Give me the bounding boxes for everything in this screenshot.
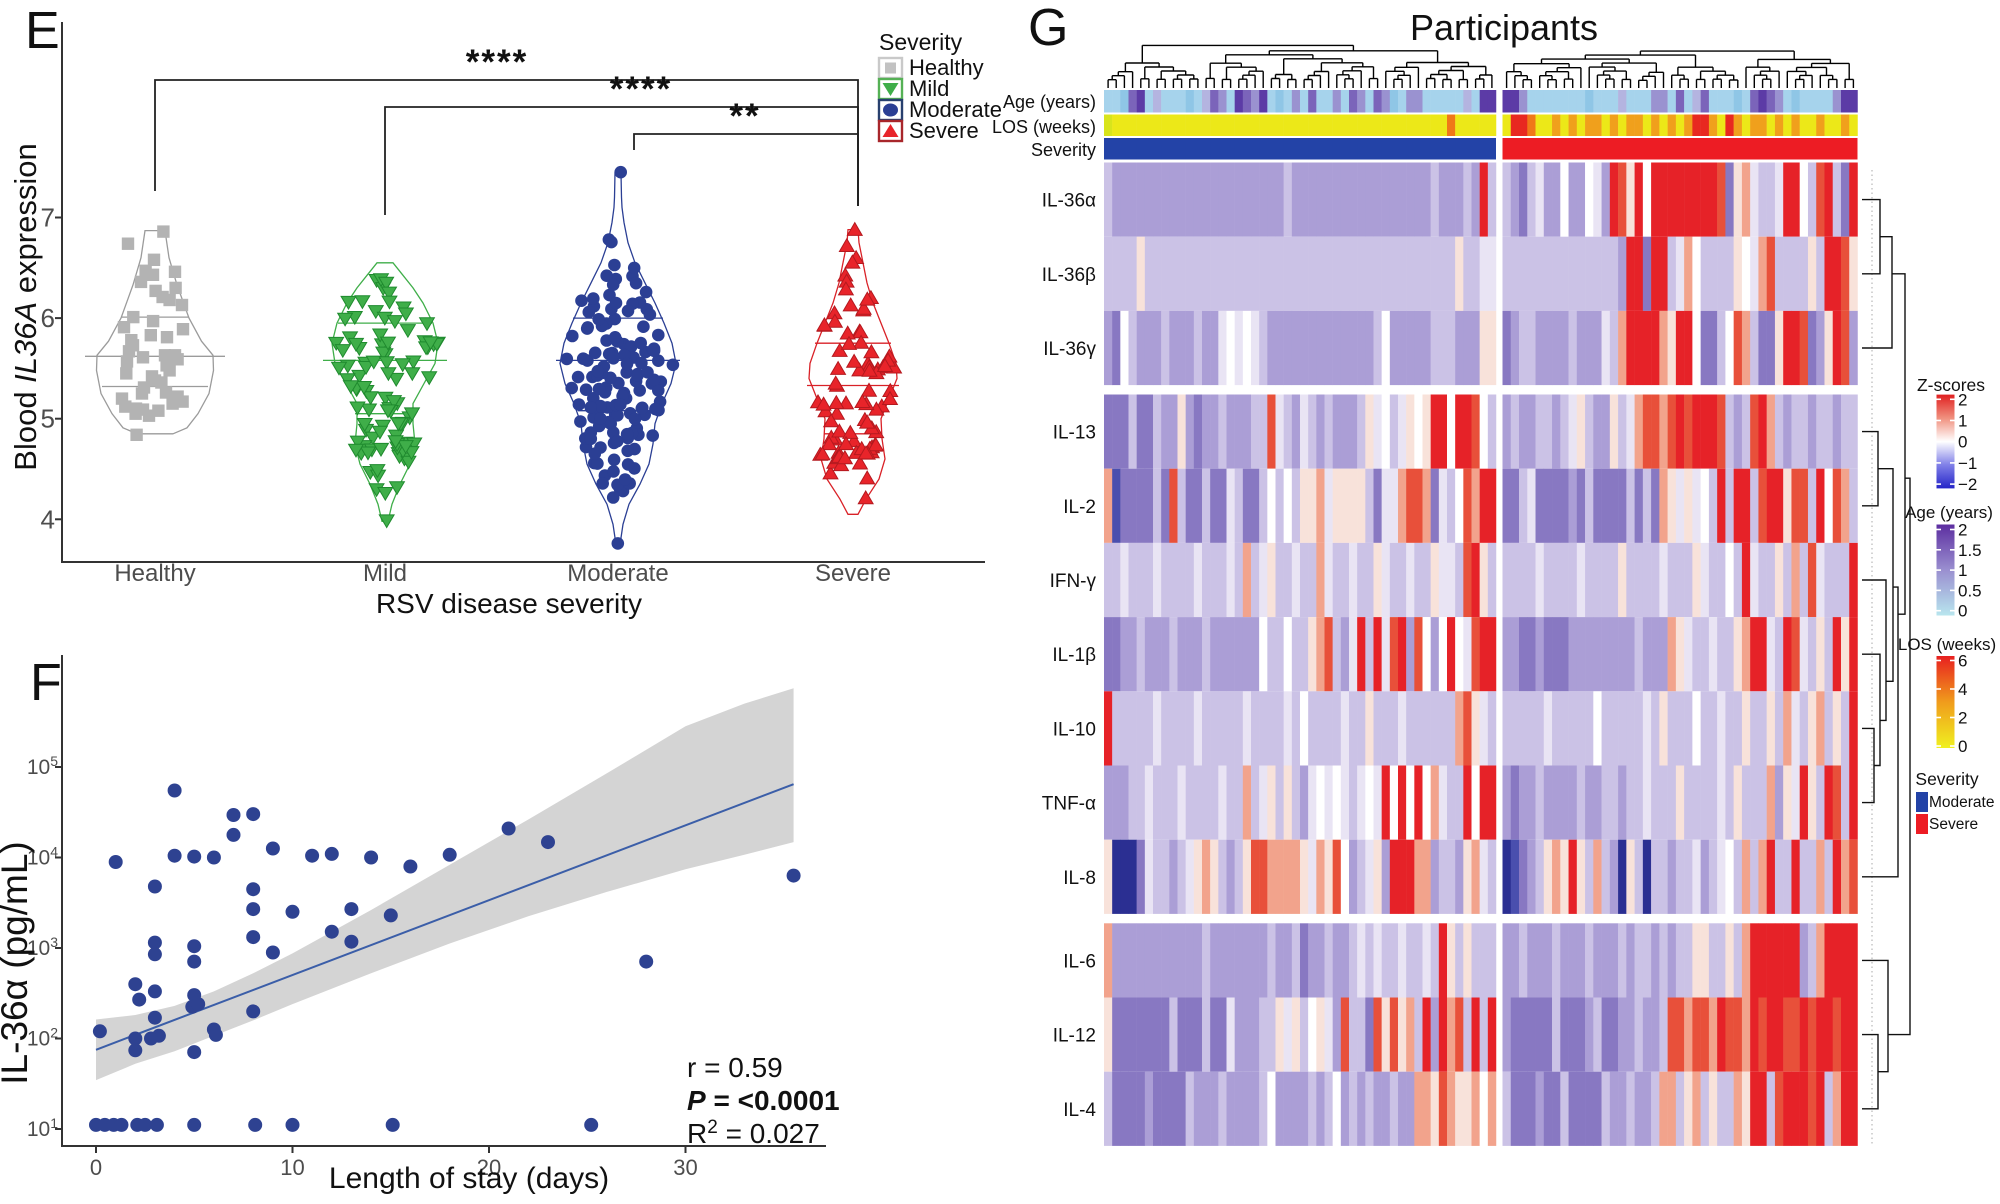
svg-text:0.5: 0.5: [1958, 581, 1982, 600]
svg-text:IFN-γ: IFN-γ: [1050, 571, 1097, 592]
svg-text:IL-36α: IL-36α: [1042, 191, 1096, 212]
svg-text:0: 0: [1958, 737, 1967, 756]
svg-text:6: 6: [1958, 652, 1967, 671]
svg-text:IL-12: IL-12: [1053, 1026, 1096, 1047]
svg-text:Severe: Severe: [909, 118, 979, 143]
svg-text:0: 0: [90, 1155, 102, 1180]
svg-text:−1: −1: [1958, 454, 1977, 473]
svg-text:RSV disease severity: RSV disease severity: [376, 588, 642, 619]
svg-text:IL-6: IL-6: [1063, 951, 1096, 972]
svg-text:Severity: Severity: [879, 29, 963, 55]
svg-text:E: E: [25, 2, 60, 60]
svg-text:Severity: Severity: [1915, 769, 1978, 789]
svg-text:IL-1β: IL-1β: [1052, 645, 1096, 666]
svg-text:2: 2: [1958, 390, 1967, 409]
svg-text:Severe: Severe: [1929, 816, 1978, 833]
svg-text:0: 0: [1958, 433, 1967, 452]
svg-text:10: 10: [280, 1155, 304, 1180]
svg-text:IL-4: IL-4: [1063, 1100, 1096, 1121]
svg-text:**: **: [729, 97, 760, 136]
svg-text:R2 = 0.027: R2 = 0.027: [687, 1117, 820, 1149]
svg-text:1.5: 1.5: [1958, 541, 1982, 560]
svg-text:IL-8: IL-8: [1063, 868, 1096, 889]
svg-text:6: 6: [41, 303, 55, 333]
svg-text:Severe: Severe: [815, 560, 891, 587]
svg-text:104: 104: [27, 844, 58, 870]
svg-text:Participants: Participants: [1410, 7, 1598, 48]
svg-text:Blood IL36A expression: Blood IL36A expression: [8, 143, 43, 470]
svg-text:F: F: [30, 654, 62, 712]
svg-text:LOS (weeks): LOS (weeks): [992, 117, 1096, 137]
svg-text:Mild: Mild: [909, 76, 949, 101]
svg-text:7: 7: [41, 203, 55, 233]
svg-text:20: 20: [477, 1155, 501, 1180]
svg-text:Z-scores: Z-scores: [1917, 375, 1985, 395]
svg-text:IL-36β: IL-36β: [1042, 265, 1096, 286]
svg-text:Moderate: Moderate: [567, 560, 668, 587]
svg-text:Age (years): Age (years): [1003, 92, 1096, 112]
svg-text:TNF-α: TNF-α: [1042, 794, 1096, 815]
svg-text:IL-10: IL-10: [1053, 719, 1096, 740]
svg-text:2: 2: [1958, 521, 1967, 540]
svg-text:2: 2: [1958, 709, 1967, 728]
svg-text:Severity: Severity: [1031, 140, 1096, 160]
svg-text:P = <0.0001: P = <0.0001: [687, 1085, 840, 1116]
svg-text:Mild: Mild: [363, 560, 407, 587]
svg-text:LOS (weeks): LOS (weeks): [1898, 635, 1996, 654]
svg-text:****: ****: [610, 70, 672, 109]
svg-text:IL-36γ: IL-36γ: [1043, 339, 1096, 360]
svg-text:IL-13: IL-13: [1053, 423, 1096, 444]
svg-text:1: 1: [1958, 412, 1967, 431]
svg-text:IL-36α (pg/mL): IL-36α (pg/mL): [0, 841, 35, 1084]
svg-text:Healthy: Healthy: [909, 55, 984, 80]
svg-text:Length of stay (days): Length of stay (days): [329, 1162, 609, 1195]
svg-text:4: 4: [1958, 680, 1967, 699]
svg-text:0: 0: [1958, 602, 1967, 621]
svg-text:Moderate: Moderate: [909, 97, 1002, 122]
svg-text:Moderate: Moderate: [1929, 794, 1994, 811]
svg-text:−2: −2: [1958, 475, 1977, 494]
svg-text:1: 1: [1958, 561, 1967, 580]
svg-text:Healthy: Healthy: [114, 560, 195, 587]
svg-text:30: 30: [673, 1155, 697, 1180]
svg-text:4: 4: [41, 504, 55, 534]
svg-text:****: ****: [466, 43, 528, 82]
svg-text:r = 0.59: r = 0.59: [687, 1052, 783, 1083]
svg-text:IL-2: IL-2: [1063, 497, 1096, 518]
svg-text:5: 5: [41, 404, 55, 434]
svg-text:G: G: [1028, 0, 1068, 57]
svg-text:Age (years): Age (years): [1905, 503, 1993, 522]
